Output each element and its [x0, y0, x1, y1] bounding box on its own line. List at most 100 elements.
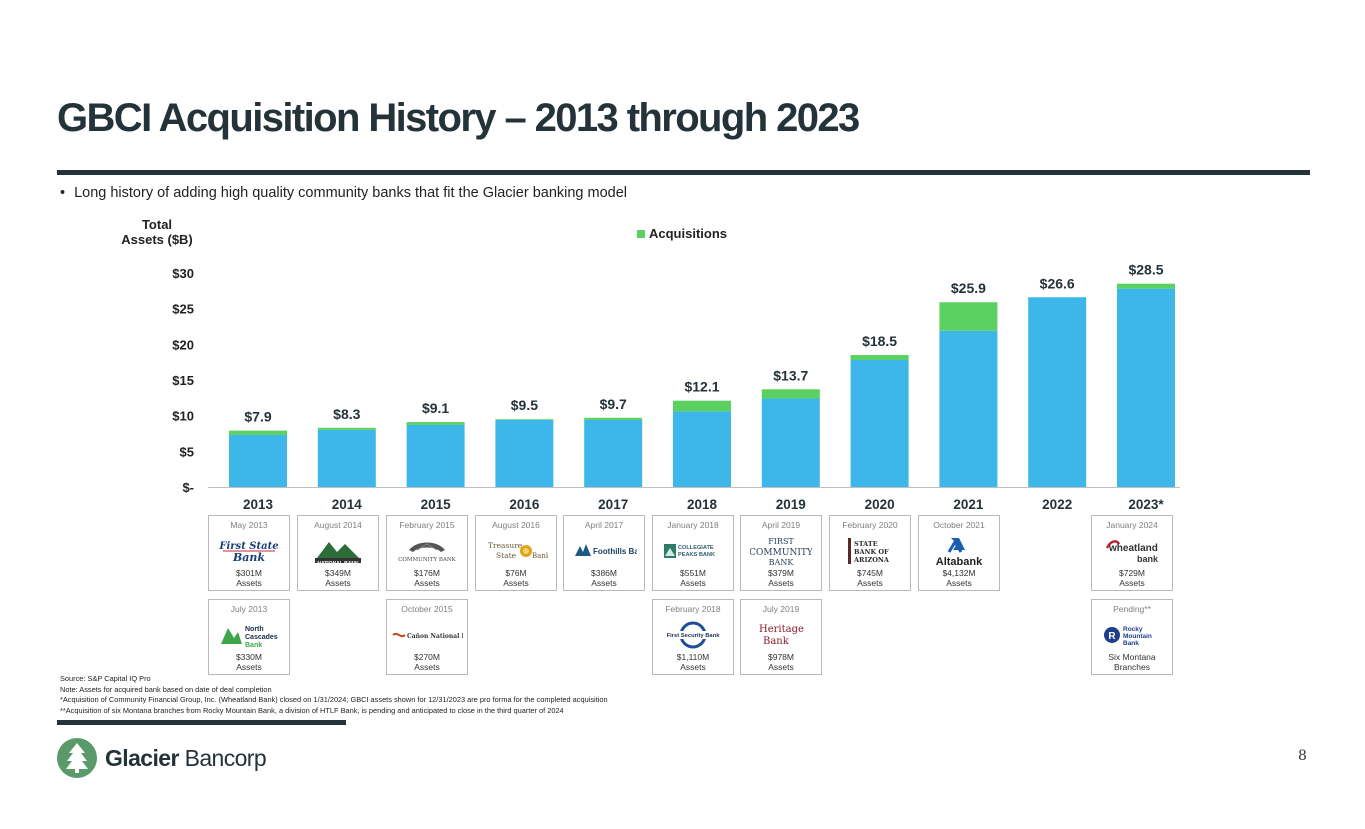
- x-tick-label: 2014: [332, 497, 363, 512]
- acquisition-card: August 2014 NATIONAL BANK $349M Assets: [297, 515, 379, 591]
- bar-acquisition: [761, 389, 820, 399]
- brand-name-light: Bancorp: [184, 744, 267, 771]
- legend-swatch: [637, 230, 645, 238]
- acquisition-date: October 2015: [401, 604, 453, 614]
- bar-organic: [495, 419, 554, 487]
- x-tick-label: 2023*: [1128, 497, 1164, 512]
- footnote-note: Note: Assets for acquired bank based on …: [60, 684, 272, 694]
- acquisition-card: January 2018 COLLEGIATE PEAKS BANK $551M Ass…: [652, 515, 734, 591]
- svg-text:Altabank: Altabank: [936, 556, 983, 568]
- acquisition-unit: Assets: [857, 578, 883, 588]
- acquisition-unit: Branches: [1114, 662, 1150, 672]
- svg-text:Bank: Bank: [1123, 640, 1139, 647]
- acquisition-date: February 2018: [665, 604, 721, 614]
- bar-total-label: $18.5: [862, 333, 897, 349]
- acquisition-card: May 2013 First State Bank $301M Assets: [208, 515, 290, 591]
- svg-text:COLLEGIATE: COLLEGIATE: [678, 545, 714, 551]
- acquisition-date: February 2020: [842, 520, 898, 530]
- acquisition-amount: $978M: [768, 652, 794, 662]
- acquisition-assets: Six Montana Branches: [1094, 652, 1170, 672]
- bar-acquisition: [1117, 283, 1175, 289]
- rocky-mountain-bank-logo: R Rocky Mountain Bank: [1095, 618, 1169, 652]
- svg-text:Heritage: Heritage: [759, 624, 804, 635]
- altabank-logo: Altabank: [922, 534, 996, 568]
- bullet-text: Long history of adding high quality comm…: [74, 185, 628, 201]
- y-axis-label: Total: [142, 217, 172, 232]
- page-number: 8: [1298, 748, 1307, 764]
- bar-organic: [850, 360, 909, 487]
- acquisition-assets: $379M Assets: [743, 568, 819, 588]
- bar-acquisition: [495, 419, 554, 420]
- bar-total-label: $9.7: [600, 396, 627, 412]
- bar-organic: [1028, 297, 1087, 487]
- brand-logo: Glacier Bancorp: [56, 737, 267, 779]
- svg-text:North: North: [245, 626, 264, 633]
- footnote-source: Source: S&P Capital IQ Pro: [60, 674, 151, 683]
- footnotes: Source: S&P Capital IQ Pro Note: Assets …: [60, 674, 608, 716]
- bar-organic: [761, 398, 820, 487]
- acquisition-card: July 2019 Heritage Bank $978M Assets: [740, 599, 822, 675]
- acquisition-amount: $301M: [236, 568, 262, 578]
- bar-acquisition: [939, 302, 998, 331]
- x-tick-label: 2022: [1042, 497, 1072, 512]
- acquisition-unit: Assets: [768, 662, 794, 672]
- acquisition-card: February 2020 STATE BANK OF ARIZONA $745M Ass…: [829, 515, 911, 591]
- footnote-asterisk: *Acquisition of Community Financial Grou…: [60, 695, 608, 704]
- y-tick-label: $25: [172, 302, 194, 317]
- bar-total-label: $7.9: [244, 409, 271, 425]
- bar-acquisition: [850, 355, 909, 361]
- north-cascades-bank-logo: North Cascades Bank: [212, 618, 286, 652]
- acquisition-assets: $1,110M Assets: [655, 652, 731, 672]
- x-tick-label: 2018: [687, 497, 718, 512]
- acquisition-amount: $4,132M: [942, 568, 976, 578]
- svg-text:ARIZONA: ARIZONA: [853, 556, 890, 564]
- svg-text:Bank: Bank: [763, 636, 790, 647]
- acquisition-amount: $176M: [414, 568, 440, 578]
- bar-acquisition: [229, 430, 287, 435]
- glacier-mountain-icon: [57, 738, 97, 778]
- acquisition-unit: Assets: [503, 578, 529, 588]
- first-security-bank-logo: First Security Bank: [656, 618, 730, 652]
- acquisition-date: July 2019: [762, 604, 800, 614]
- acquisition-amount: $386M: [591, 568, 617, 578]
- page-title: GBCI Acquisition History – 2013 through …: [57, 96, 860, 140]
- x-tick-label: 2016: [509, 497, 540, 512]
- acquisition-unit: Assets: [946, 578, 972, 588]
- acquisition-amount: Six Montana: [1108, 652, 1156, 662]
- acquisition-assets: $978M Assets: [743, 652, 819, 672]
- svg-text:R: R: [1108, 631, 1116, 642]
- acquisition-date: January 2024: [1106, 520, 1158, 530]
- footer-divider: [57, 720, 346, 725]
- acquisition-card: Pending** R Rocky Mountain Bank Six Montana Br…: [1091, 599, 1173, 675]
- acquisition-date: Pending**: [1113, 604, 1151, 614]
- y-axis-label: Assets ($B): [121, 232, 193, 247]
- y-tick-label: $5: [180, 444, 194, 459]
- bar-total-label: $25.9: [951, 280, 986, 296]
- acquisition-assets: $76M Assets: [478, 568, 554, 588]
- svg-text:COMMUNITY BANK: COMMUNITY BANK: [398, 557, 456, 563]
- x-tick-label: 2013: [243, 497, 274, 512]
- acquisition-unit: Assets: [1119, 578, 1145, 588]
- y-tick-label: $15: [172, 373, 194, 388]
- y-tick-label: $20: [172, 337, 194, 352]
- acquisition-date: May 2013: [230, 520, 268, 530]
- bar-total-label: $8.3: [333, 406, 360, 422]
- svg-text:COMMUNITY: COMMUNITY: [750, 548, 812, 558]
- bullet-point: • Long history of adding high quality com…: [60, 185, 628, 201]
- x-tick-label: 2020: [865, 497, 895, 512]
- bar-acquisition: [584, 417, 643, 420]
- acquisition-amount: $745M: [857, 568, 883, 578]
- svg-text:Cascades: Cascades: [245, 634, 278, 641]
- x-tick-label: 2017: [598, 497, 628, 512]
- acquisition-card: February 2018 First Security Bank $1,110M A…: [652, 599, 734, 675]
- svg-text:State: State: [496, 551, 517, 560]
- acquisition-amount: $330M: [236, 652, 262, 662]
- bar-organic: [406, 424, 465, 487]
- acquisition-amount: $349M: [325, 568, 351, 578]
- acquisition-amount: $1,110M: [676, 652, 710, 662]
- north-cascades-national-bank-logo: NATIONAL BANK: [301, 534, 375, 568]
- x-tick-label: 2015: [421, 497, 452, 512]
- x-tick-label: 2019: [776, 497, 806, 512]
